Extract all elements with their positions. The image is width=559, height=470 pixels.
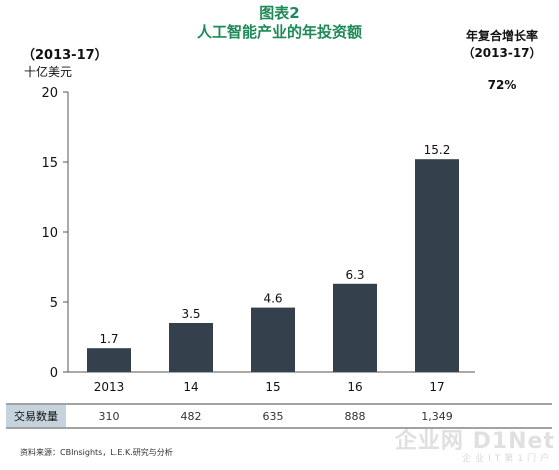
y-tick-label: 10: [41, 226, 58, 241]
watermark: 企业网 D1Net 企业IT第1门户: [395, 423, 555, 467]
y-tick-label: 20: [41, 86, 58, 101]
x-tick-label: 16: [347, 380, 362, 394]
table-cell: 888: [345, 410, 366, 423]
y-tick-label: 15: [41, 156, 58, 171]
watermark-logo-text: 企业网 D1Net: [394, 429, 555, 454]
x-tick-label: 15: [265, 380, 280, 394]
y-tick-label: 0: [50, 366, 58, 381]
bar-data-label: 15.2: [424, 143, 451, 157]
y-axis-unit-label: 十亿美元: [24, 65, 73, 79]
x-tick-label: 2013: [94, 380, 125, 394]
bar-data-label: 6.3: [345, 268, 364, 282]
table-cell: 635: [263, 410, 284, 423]
cagr-label-line1: 年复合增长率: [465, 29, 538, 43]
bar: [169, 323, 213, 372]
chart-x-tick-labels: 2013 14 15 16 17: [94, 380, 445, 394]
chart-data-labels: 1.7 3.5 4.6 6.3 15.2: [99, 143, 450, 346]
bar-data-label: 1.7: [99, 332, 118, 346]
x-tick-label: 17: [429, 380, 444, 394]
period-label: （2013-17）: [22, 48, 108, 63]
bar: [87, 348, 131, 372]
source-note: 资料来源：CBInsights，L.E.K.研究与分析: [20, 448, 173, 457]
figure-label: 图表2: [259, 4, 300, 22]
bar-data-label: 4.6: [263, 292, 282, 306]
cagr-label-line2: （2013-17）: [462, 46, 542, 60]
table-row-label-cell: [6, 405, 66, 427]
title-block: 图表2 人工智能产业的年投资额: [0, 4, 559, 42]
bar: [415, 159, 459, 372]
table-cell: 482: [181, 410, 202, 423]
bar: [251, 307, 295, 372]
table-cell: 310: [99, 410, 120, 423]
chart-title: 人工智能产业的年投资额: [196, 23, 362, 41]
bar-data-label: 3.5: [181, 307, 200, 321]
cagr-value: 72%: [487, 78, 517, 92]
chart-bars: [87, 159, 459, 372]
x-tick-label: 14: [183, 380, 198, 394]
deal-count-table: 交易数量 310 482 635 888 1,349: [6, 403, 552, 429]
table-cell: 1,349: [421, 410, 453, 423]
y-tick-label: 5: [50, 296, 58, 311]
watermark-subtitle: 企业IT第1门户: [462, 454, 553, 464]
cagr-label: 年复合增长率 （2013-17）: [452, 28, 552, 62]
bar: [333, 283, 377, 372]
table-row-label: 交易数量: [14, 409, 58, 423]
